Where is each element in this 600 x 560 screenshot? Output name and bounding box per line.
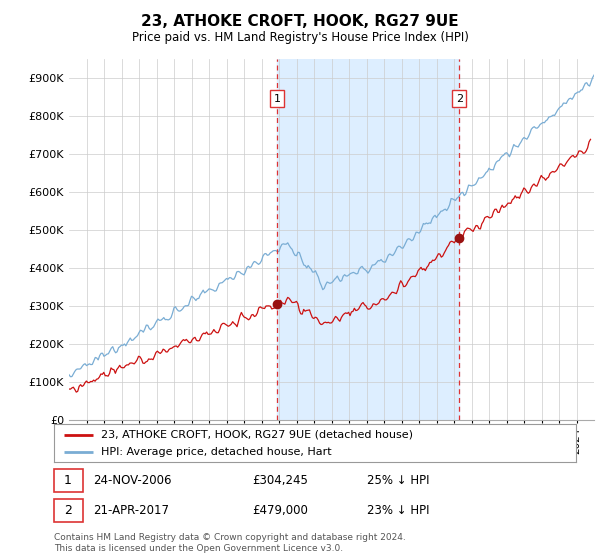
Text: 2: 2	[455, 94, 463, 104]
Text: 1: 1	[64, 474, 72, 487]
Text: 23% ↓ HPI: 23% ↓ HPI	[367, 504, 430, 517]
Text: 25% ↓ HPI: 25% ↓ HPI	[367, 474, 430, 487]
Text: 23, ATHOKE CROFT, HOOK, RG27 9UE (detached house): 23, ATHOKE CROFT, HOOK, RG27 9UE (detach…	[101, 430, 413, 440]
Bar	[277, 59, 459, 420]
Text: 23, ATHOKE CROFT, HOOK, RG27 9UE: 23, ATHOKE CROFT, HOOK, RG27 9UE	[141, 14, 459, 29]
Text: Price paid vs. HM Land Registry's House Price Index (HPI): Price paid vs. HM Land Registry's House …	[131, 31, 469, 44]
Text: 1: 1	[274, 94, 281, 104]
Text: 21-APR-2017: 21-APR-2017	[93, 504, 169, 517]
Text: £304,245: £304,245	[253, 474, 308, 487]
Text: 2: 2	[64, 504, 72, 517]
Text: HPI: Average price, detached house, Hart: HPI: Average price, detached house, Hart	[101, 447, 332, 458]
Text: Contains HM Land Registry data © Crown copyright and database right 2024.
This d: Contains HM Land Registry data © Crown c…	[54, 533, 406, 553]
Text: 24-NOV-2006: 24-NOV-2006	[93, 474, 172, 487]
FancyBboxPatch shape	[54, 469, 83, 492]
FancyBboxPatch shape	[54, 499, 83, 522]
Text: £479,000: £479,000	[253, 504, 308, 517]
